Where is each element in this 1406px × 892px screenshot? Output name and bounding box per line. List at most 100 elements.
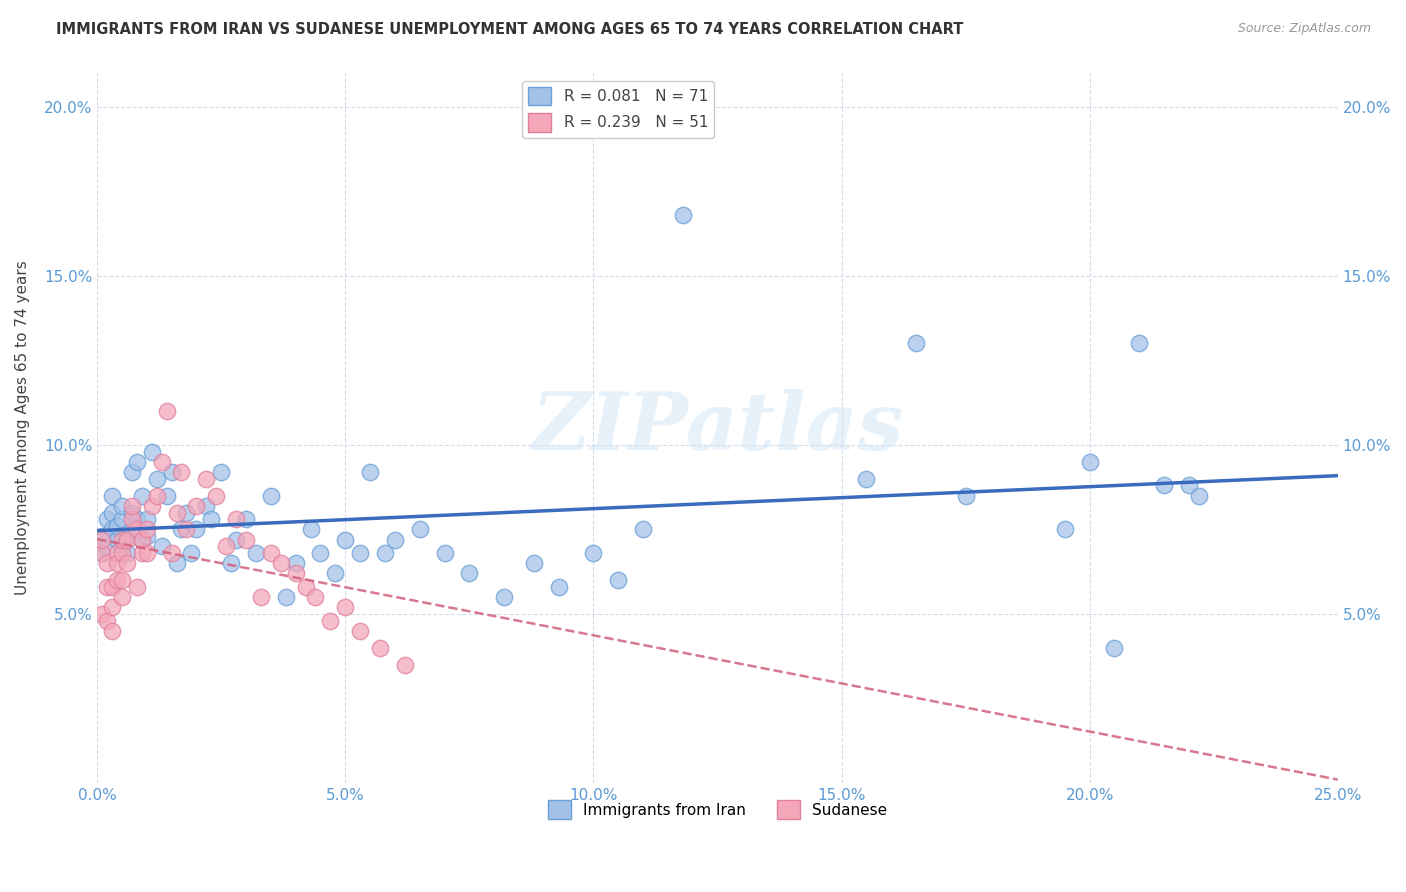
Point: [141, 499, 163, 513]
Point: [145, 472, 167, 486]
Point: [284, 556, 307, 570]
Point: [309, 546, 332, 560]
Point: [1128, 336, 1150, 351]
Point: [135, 512, 157, 526]
Point: [101, 580, 124, 594]
Point: [176, 523, 198, 537]
Point: [91, 607, 114, 621]
Point: [335, 600, 357, 615]
Point: [1188, 489, 1211, 503]
Point: [294, 580, 316, 594]
Point: [260, 489, 283, 503]
Point: [131, 489, 153, 503]
Point: [125, 512, 148, 526]
Point: [284, 566, 307, 581]
Point: [105, 573, 128, 587]
Point: [855, 472, 877, 486]
Point: [274, 590, 297, 604]
Point: [111, 590, 134, 604]
Point: [115, 546, 138, 560]
Point: [1153, 478, 1175, 492]
Point: [368, 640, 391, 655]
Point: [105, 556, 128, 570]
Point: [141, 444, 163, 458]
Point: [135, 529, 157, 543]
Point: [195, 472, 218, 486]
Point: [349, 546, 371, 560]
Point: [225, 533, 247, 547]
Point: [91, 546, 114, 560]
Point: [121, 465, 143, 479]
Point: [384, 533, 406, 547]
Point: [394, 657, 416, 672]
Point: [494, 590, 516, 604]
Point: [1053, 523, 1076, 537]
Point: [170, 523, 193, 537]
Point: [91, 529, 114, 543]
Point: [1078, 455, 1101, 469]
Point: [101, 600, 124, 615]
Point: [176, 506, 198, 520]
Point: [409, 523, 432, 537]
Point: [135, 546, 157, 560]
Point: [105, 533, 128, 547]
Point: [125, 455, 148, 469]
Point: [349, 624, 371, 638]
Point: [111, 512, 134, 526]
Text: Source: ZipAtlas.com: Source: ZipAtlas.com: [1237, 22, 1371, 36]
Point: [121, 512, 143, 526]
Point: [160, 546, 183, 560]
Point: [121, 523, 143, 537]
Point: [186, 523, 208, 537]
Point: [96, 512, 118, 526]
Point: [374, 546, 396, 560]
Point: [166, 506, 188, 520]
Point: [125, 580, 148, 594]
Point: [523, 556, 546, 570]
Point: [186, 499, 208, 513]
Point: [96, 614, 118, 628]
Point: [323, 566, 346, 581]
Point: [121, 499, 143, 513]
Point: [155, 404, 177, 418]
Point: [547, 580, 569, 594]
Point: [904, 336, 927, 351]
Point: [582, 546, 605, 560]
Point: [131, 533, 153, 547]
Point: [245, 546, 267, 560]
Point: [101, 506, 124, 520]
Point: [219, 556, 242, 570]
Point: [299, 523, 322, 537]
Point: [105, 519, 128, 533]
Point: [672, 208, 695, 222]
Point: [96, 556, 118, 570]
Y-axis label: Unemployment Among Ages 65 to 74 years: Unemployment Among Ages 65 to 74 years: [15, 260, 30, 595]
Point: [235, 512, 257, 526]
Point: [170, 465, 193, 479]
Point: [111, 546, 134, 560]
Point: [205, 489, 228, 503]
Point: [101, 523, 124, 537]
Text: IMMIGRANTS FROM IRAN VS SUDANESE UNEMPLOYMENT AMONG AGES 65 TO 74 YEARS CORRELAT: IMMIGRANTS FROM IRAN VS SUDANESE UNEMPLO…: [56, 22, 963, 37]
Legend: Immigrants from Iran, Sudanese: Immigrants from Iran, Sudanese: [541, 794, 893, 825]
Point: [209, 465, 232, 479]
Point: [200, 512, 222, 526]
Point: [150, 455, 173, 469]
Point: [304, 590, 326, 604]
Text: ZIPatlas: ZIPatlas: [531, 389, 904, 467]
Point: [607, 573, 630, 587]
Point: [335, 533, 357, 547]
Point: [260, 546, 283, 560]
Point: [155, 489, 177, 503]
Point: [115, 556, 138, 570]
Point: [359, 465, 381, 479]
Point: [121, 506, 143, 520]
Point: [96, 580, 118, 594]
Point: [131, 533, 153, 547]
Point: [131, 546, 153, 560]
Point: [235, 533, 257, 547]
Point: [631, 523, 654, 537]
Point: [319, 614, 342, 628]
Point: [250, 590, 273, 604]
Point: [135, 523, 157, 537]
